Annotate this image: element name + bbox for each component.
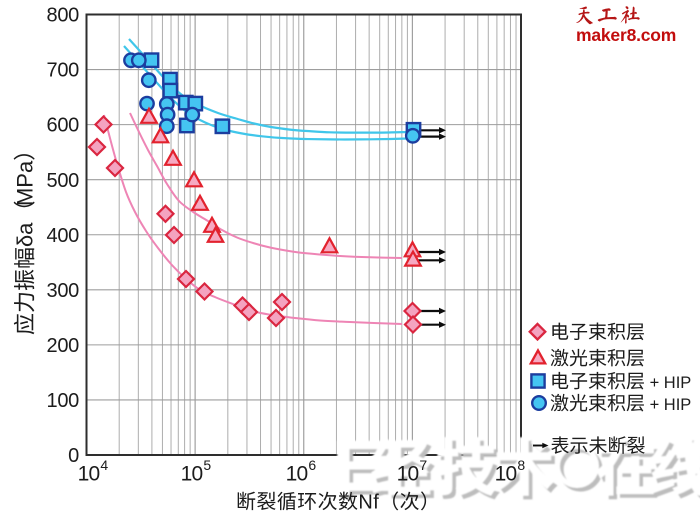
svg-text:300: 300 [47, 280, 80, 302]
svg-text:f: f [373, 492, 379, 514]
svg-text:+ HIP: + HIP [645, 374, 691, 392]
svg-text:maker8.com: maker8.com [576, 25, 676, 45]
svg-text:N: N [358, 492, 372, 514]
svg-text:4: 4 [100, 457, 108, 473]
svg-text:δ: δ [13, 235, 38, 247]
svg-text:200: 200 [47, 335, 80, 357]
svg-text:10: 10 [286, 463, 308, 486]
svg-text:800: 800 [47, 5, 80, 27]
svg-text:500: 500 [47, 170, 80, 192]
svg-text:10: 10 [78, 463, 100, 486]
svg-text:700: 700 [47, 60, 80, 82]
svg-text:7: 7 [419, 457, 427, 473]
svg-text:100: 100 [47, 390, 80, 412]
svg-text:P: P [13, 173, 38, 188]
svg-text:10: 10 [181, 463, 203, 486]
svg-text:a: a [13, 160, 38, 173]
svg-text:8: 8 [517, 457, 525, 473]
svg-text:600: 600 [47, 115, 80, 137]
svg-text:0: 0 [68, 445, 79, 467]
svg-text:10: 10 [495, 463, 517, 486]
svg-text:5: 5 [203, 457, 211, 473]
svg-text:M: M [13, 188, 38, 206]
svg-text:+ HIP: + HIP [645, 396, 691, 414]
svg-text:6: 6 [308, 457, 316, 473]
svg-text:400: 400 [47, 225, 80, 247]
svg-text:a: a [13, 222, 38, 235]
svg-text:10: 10 [397, 463, 419, 486]
